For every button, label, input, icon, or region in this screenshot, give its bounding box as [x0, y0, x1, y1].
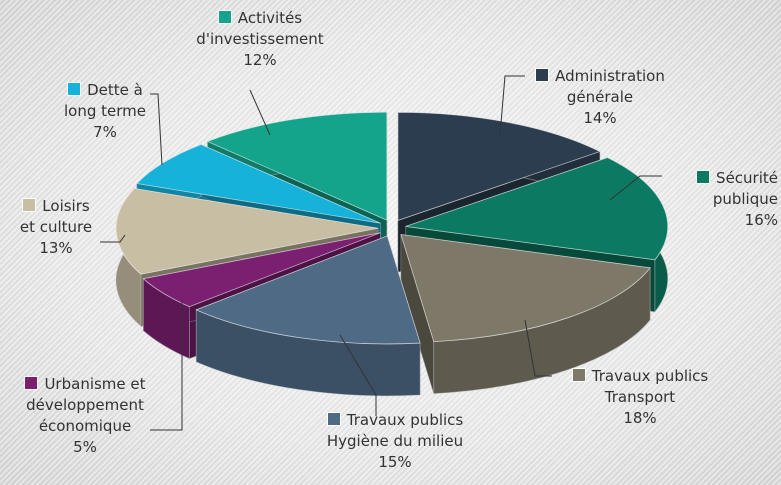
slice-label: Urbanisme et développement économique 5% — [0, 374, 170, 458]
slice — [405, 157, 669, 261]
leader-line — [499, 75, 525, 136]
value-label: 7% — [93, 123, 117, 141]
slice — [206, 111, 388, 221]
value-label: 18% — [623, 409, 657, 427]
legend-swatch — [217, 10, 232, 24]
slice — [397, 111, 601, 221]
category-label: Travaux publics Hygiène du milieu — [326, 411, 464, 450]
slice-label: Loisirs et culture 13% — [0, 196, 112, 259]
slice — [115, 188, 379, 275]
slice-label: Travaux publics Transport 18% — [540, 366, 740, 429]
slice — [142, 232, 381, 308]
legend-swatch — [535, 68, 550, 82]
slice — [400, 233, 651, 343]
category-label: Sécurité publique — [712, 169, 778, 208]
leader-line — [249, 89, 271, 136]
leader-line — [150, 300, 183, 431]
category-label: Activités d'investissement — [196, 9, 324, 48]
slice-label: Sécurité publique 16% — [650, 168, 778, 231]
slice — [136, 144, 381, 224]
value-label: 14% — [583, 109, 617, 127]
slice — [400, 233, 651, 395]
value-label: 16% — [744, 211, 778, 229]
value-label: 12% — [243, 51, 277, 69]
value-label: 13% — [39, 239, 73, 257]
category-label: Loisirs et culture — [19, 197, 93, 236]
slice-label: Dette à long terme 7% — [40, 80, 170, 143]
legend-swatch — [22, 198, 37, 212]
slice-label: Travaux publics Hygiène du milieu 15% — [270, 410, 520, 473]
legend-swatch — [67, 82, 82, 96]
value-label: 15% — [378, 453, 412, 471]
category-label: Administration générale — [555, 67, 665, 106]
legend-swatch — [571, 368, 586, 382]
slice-label: Administration générale 14% — [510, 66, 690, 129]
category-label: Travaux publics Transport — [591, 367, 709, 406]
category-label: Urbanisme et développement économique — [26, 375, 146, 435]
legend-swatch — [24, 376, 39, 390]
leader-line — [150, 93, 163, 166]
value-label: 5% — [73, 438, 97, 456]
legend-swatch — [696, 170, 711, 184]
leader-line — [609, 175, 662, 201]
slice-label: Activités d'investissement 12% — [170, 8, 350, 71]
leader-line — [339, 334, 377, 416]
category-label: Dette à long terme — [64, 81, 146, 120]
legend-swatch — [326, 412, 341, 426]
leader-line — [524, 319, 552, 377]
leader-line — [100, 234, 126, 243]
slice — [195, 235, 421, 345]
